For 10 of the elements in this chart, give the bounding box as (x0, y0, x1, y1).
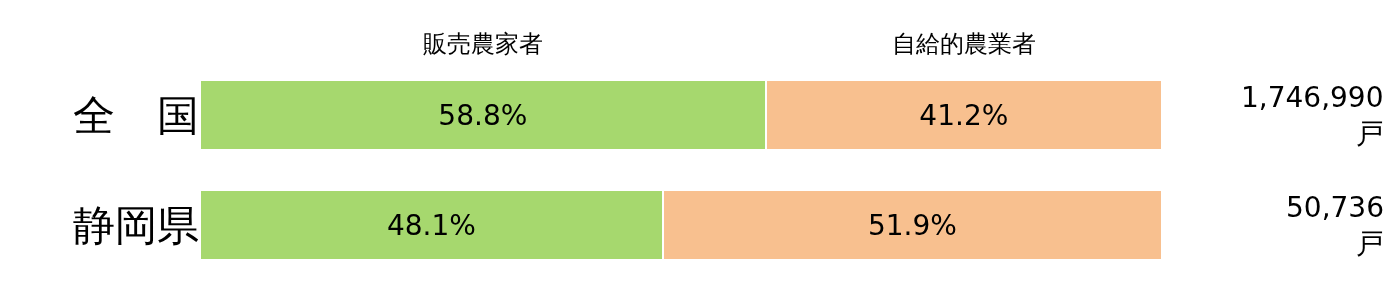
data-label: 41.2% (919, 98, 1009, 132)
data-label: 58.8% (438, 98, 528, 132)
series-label: 自給的農業者 (892, 30, 1036, 58)
text: 1,746,990 戸 (1241, 81, 1384, 151)
y-tick-label: 静岡県 (73, 200, 199, 250)
data-label: 48.1% (386, 208, 476, 242)
y-tick-label: 全 国 (73, 90, 199, 140)
series-label: 販売農家者 (423, 30, 543, 58)
data-label: 51.9% (867, 208, 957, 242)
text: 50,736 戸 (1286, 191, 1384, 261)
